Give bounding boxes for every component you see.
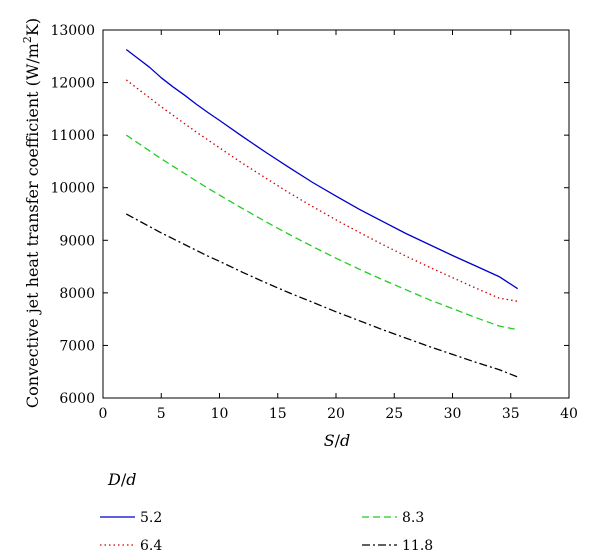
x-axis-label: S/d [324,431,351,450]
legend-label-6-4: 6.4 [140,538,162,554]
x-tick-label: 10 [211,406,229,422]
series-line-6-4 [125,79,518,302]
x-tick-label: 15 [269,406,287,422]
legend: 5.2 6.4 8.3 11.8 [100,510,433,554]
series-layer [125,48,519,378]
y-axis-label: Convective jet heat transfer coefficient… [21,18,42,408]
legend-label-8-3: 8.3 [402,510,424,526]
legend-title: D/d [107,470,136,489]
y-tick-label: 12000 [50,76,95,92]
series-line-8-3 [125,134,518,331]
series-line-11-8 [125,213,518,378]
y-tick-label: 13000 [50,23,95,39]
y-tick-label: 6000 [59,391,95,407]
y-tick-label: 7000 [59,338,95,354]
x-tick-label: 5 [157,406,166,422]
y-tick-label: 11000 [50,128,95,144]
x-tick-label: 40 [560,406,578,422]
x-tick-label: 30 [444,406,462,422]
x-tick-label: 0 [99,406,108,422]
plot-area [102,29,570,399]
x-axis-ticks: 0 5 10 15 20 25 30 35 40 [99,30,578,422]
x-tick-label: 35 [502,406,520,422]
legend-label-5-2: 5.2 [140,510,162,526]
y-tick-label: 9000 [59,233,95,249]
legend-label-11-8: 11.8 [402,538,433,554]
y-tick-label: 8000 [59,286,95,302]
x-tick-label: 25 [385,406,403,422]
plot-frame [102,29,570,399]
y-axis-ticks: 6000 7000 8000 9000 10000 11000 12000 13000 [50,23,569,407]
y-tick-label: 10000 [50,181,95,197]
series-line-5-2 [125,48,519,290]
x-tick-label: 20 [327,406,345,422]
